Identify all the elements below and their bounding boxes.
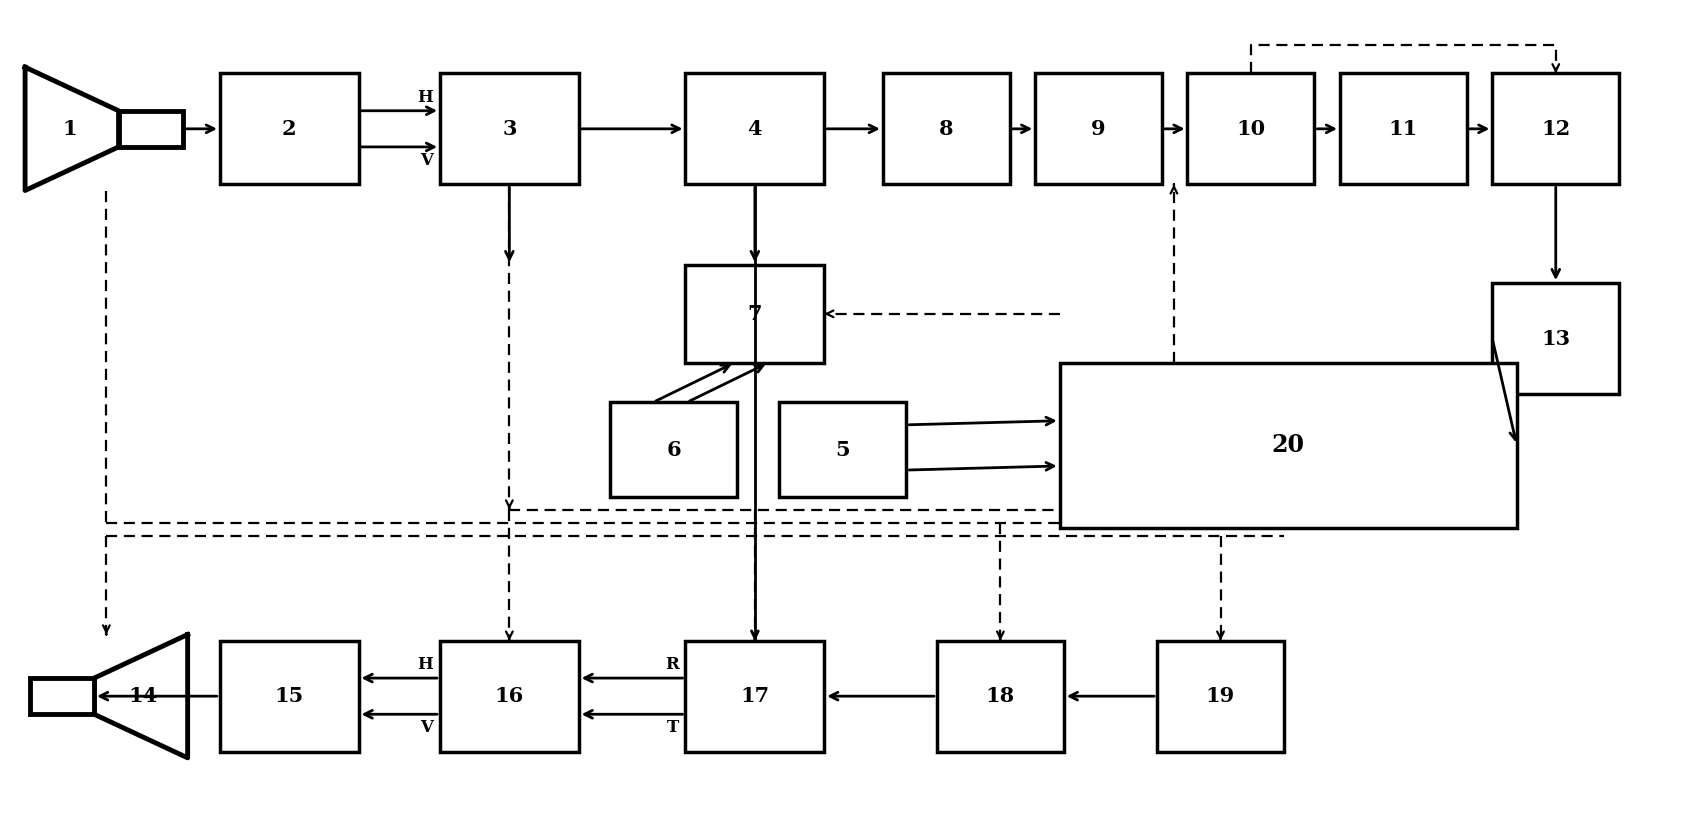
Text: 9: 9 bbox=[1091, 119, 1106, 139]
Text: 16: 16 bbox=[495, 686, 524, 706]
FancyBboxPatch shape bbox=[685, 73, 824, 184]
Text: R: R bbox=[665, 657, 678, 673]
FancyBboxPatch shape bbox=[1157, 641, 1284, 752]
Polygon shape bbox=[95, 634, 188, 758]
Text: 20: 20 bbox=[1272, 433, 1304, 457]
FancyBboxPatch shape bbox=[439, 73, 578, 184]
FancyBboxPatch shape bbox=[1035, 73, 1162, 184]
FancyBboxPatch shape bbox=[1492, 73, 1620, 184]
Text: 14: 14 bbox=[129, 686, 158, 706]
FancyBboxPatch shape bbox=[1187, 73, 1314, 184]
Text: 11: 11 bbox=[1389, 119, 1418, 139]
Text: V: V bbox=[421, 152, 432, 168]
Text: 5: 5 bbox=[836, 440, 850, 460]
Text: T: T bbox=[667, 719, 678, 736]
Text: 15: 15 bbox=[275, 686, 304, 706]
FancyBboxPatch shape bbox=[220, 73, 358, 184]
Text: 3: 3 bbox=[502, 119, 517, 139]
Text: 2: 2 bbox=[282, 119, 297, 139]
FancyBboxPatch shape bbox=[220, 641, 358, 752]
Text: V: V bbox=[421, 719, 432, 736]
Text: 6: 6 bbox=[667, 440, 680, 460]
FancyBboxPatch shape bbox=[1340, 73, 1467, 184]
FancyBboxPatch shape bbox=[1060, 363, 1516, 528]
Text: 8: 8 bbox=[940, 119, 953, 139]
Text: 1: 1 bbox=[63, 119, 76, 139]
FancyBboxPatch shape bbox=[780, 403, 906, 497]
Bar bbox=[31, 678, 95, 714]
Text: 12: 12 bbox=[1542, 119, 1570, 139]
Text: 17: 17 bbox=[741, 686, 770, 706]
FancyBboxPatch shape bbox=[439, 641, 578, 752]
FancyBboxPatch shape bbox=[882, 73, 1009, 184]
Bar bbox=[119, 111, 183, 147]
FancyBboxPatch shape bbox=[685, 265, 824, 363]
Polygon shape bbox=[25, 67, 119, 191]
FancyBboxPatch shape bbox=[685, 641, 824, 752]
Text: 13: 13 bbox=[1542, 328, 1570, 348]
Text: 4: 4 bbox=[748, 119, 762, 139]
FancyBboxPatch shape bbox=[1492, 283, 1620, 394]
Text: 10: 10 bbox=[1236, 119, 1265, 139]
Text: 19: 19 bbox=[1206, 686, 1235, 706]
FancyBboxPatch shape bbox=[936, 641, 1063, 752]
Text: H: H bbox=[417, 657, 432, 673]
Text: 18: 18 bbox=[985, 686, 1014, 706]
Text: 7: 7 bbox=[748, 304, 762, 324]
Text: H: H bbox=[417, 89, 432, 106]
FancyBboxPatch shape bbox=[611, 403, 738, 497]
